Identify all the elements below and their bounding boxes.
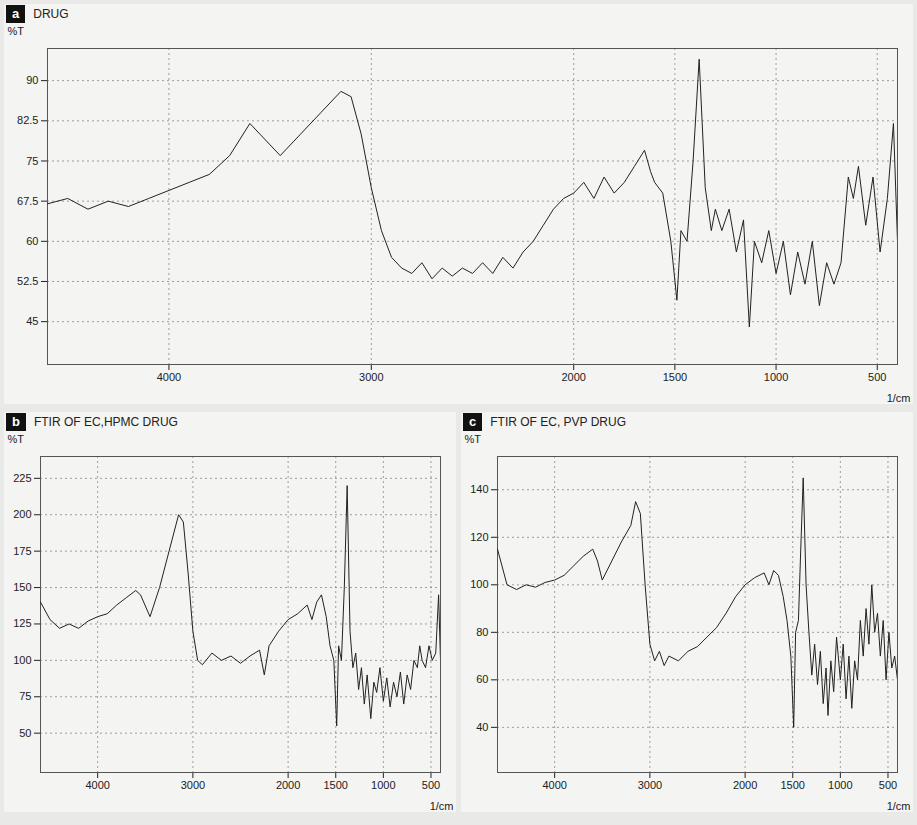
html-text:a: a (12, 6, 20, 21)
html-text:c: c (469, 414, 477, 429)
svg-text:200: 200 (13, 508, 31, 520)
svg-text:3000: 3000 (181, 779, 205, 791)
svg-text:2000: 2000 (276, 779, 300, 791)
svg-text:%T: %T (8, 433, 25, 445)
svg-text:67.5: 67.5 (17, 195, 38, 207)
svg-text:45: 45 (26, 315, 38, 327)
svg-text:1/cm: 1/cm (430, 800, 454, 812)
svg-text:1000: 1000 (764, 371, 788, 383)
svg-text:3000: 3000 (638, 779, 662, 791)
svg-text:125: 125 (13, 617, 31, 629)
svg-text:1500: 1500 (663, 371, 687, 383)
svg-text:82.5: 82.5 (17, 114, 38, 126)
html-text:b: b (12, 414, 20, 429)
svg-text:1000: 1000 (828, 779, 852, 791)
svg-text:4000: 4000 (157, 371, 181, 383)
html-text:FTIR OF EC,HPMC DRUG: FTIR OF EC,HPMC DRUG (34, 415, 178, 429)
svg-text:75: 75 (19, 690, 31, 702)
svg-text:1000: 1000 (371, 779, 395, 791)
svg-text:120: 120 (470, 531, 488, 543)
svg-text:%T: %T (8, 25, 25, 37)
svg-text:175: 175 (13, 545, 31, 557)
svg-text:150: 150 (13, 581, 31, 593)
svg-text:60: 60 (26, 235, 38, 247)
svg-text:2000: 2000 (561, 371, 585, 383)
svg-text:500: 500 (422, 779, 440, 791)
svg-text:4000: 4000 (542, 779, 566, 791)
html-text:DRUG: DRUG (33, 7, 69, 21)
svg-text:60: 60 (476, 673, 488, 685)
svg-text:1/cm: 1/cm (887, 800, 911, 812)
svg-text:225: 225 (13, 472, 31, 484)
svg-text:140: 140 (470, 483, 488, 495)
svg-text:%T: %T (465, 433, 482, 445)
svg-text:75: 75 (26, 154, 38, 166)
svg-text:1500: 1500 (780, 779, 804, 791)
svg-text:1/cm: 1/cm (887, 392, 911, 404)
svg-text:3000: 3000 (359, 371, 383, 383)
svg-text:500: 500 (879, 779, 897, 791)
svg-text:100: 100 (13, 654, 31, 666)
svg-text:4000: 4000 (85, 779, 109, 791)
svg-text:1500: 1500 (323, 779, 347, 791)
svg-text:50: 50 (19, 727, 31, 739)
html-text:FTIR OF EC, PVP DRUG: FTIR OF EC, PVP DRUG (490, 415, 626, 429)
svg-text:40: 40 (476, 721, 488, 733)
svg-text:500: 500 (868, 371, 886, 383)
svg-text:80: 80 (476, 626, 488, 638)
svg-text:52.5: 52.5 (17, 275, 38, 287)
svg-text:90: 90 (26, 74, 38, 86)
svg-text:2000: 2000 (733, 779, 757, 791)
svg-text:100: 100 (470, 578, 488, 590)
